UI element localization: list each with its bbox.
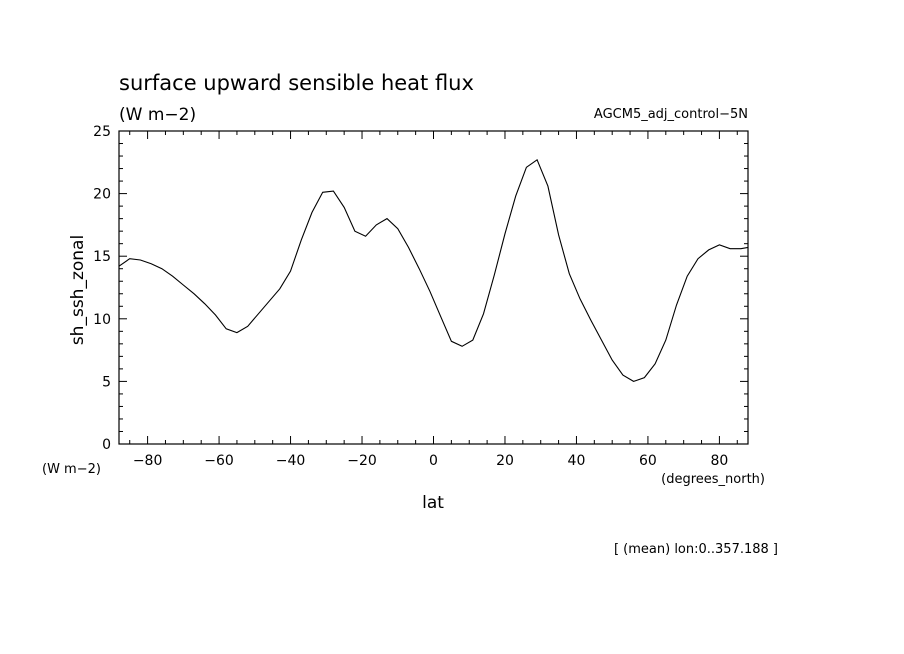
y-tick-label: 5 <box>102 374 111 390</box>
y-tick-label: 10 <box>93 312 111 328</box>
x-tick-label: 40 <box>568 453 586 469</box>
x-axis-label: lat <box>422 493 444 513</box>
x-tick-label: 0 <box>429 453 438 469</box>
x-axis-units: (degrees_north) <box>661 472 765 487</box>
x-tick-label: 60 <box>639 453 657 469</box>
x-tick-label: −20 <box>347 453 377 469</box>
x-tick-label: −40 <box>276 453 306 469</box>
x-tick-label: −80 <box>133 453 163 469</box>
footnote: [ (mean) lon:0..357.188 ] <box>614 542 778 557</box>
y-axis-units: (W m−2) <box>42 462 101 477</box>
axis-ticks <box>119 131 748 444</box>
y-tick-label: 25 <box>93 124 111 140</box>
chart-title: surface upward sensible heat flux <box>119 71 474 95</box>
chart-units: (W m−2) <box>119 105 196 125</box>
x-tick-label: 20 <box>496 453 514 469</box>
axis-tick-labels: −80 −60 −40 −20 0 20 40 60 80 0 5 10 15 20 25 <box>93 124 728 469</box>
y-tick-label: 0 <box>102 437 111 453</box>
x-tick-label: 80 <box>710 453 728 469</box>
plot-frame <box>118 130 749 445</box>
y-axis-label: sh_ssh_zonal <box>68 235 88 345</box>
x-tick-label: −60 <box>204 453 234 469</box>
y-tick-label: 20 <box>93 187 111 203</box>
y-tick-label: 15 <box>93 249 111 265</box>
series-line-sh-ssh-zonal <box>118 158 749 383</box>
experiment-label: AGCM5_adj_control−5N <box>594 107 748 122</box>
